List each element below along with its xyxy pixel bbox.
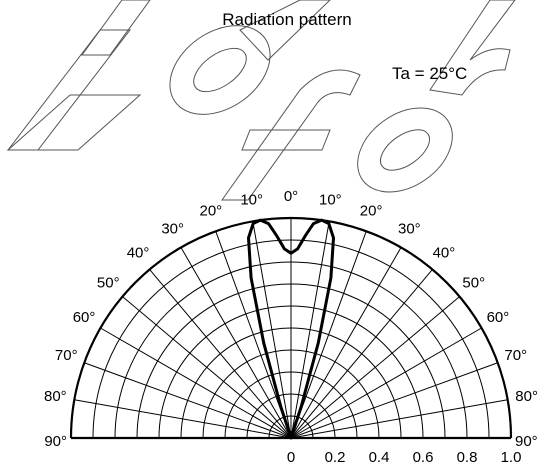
angle-tick-labels: 90° 80° 70° 60° 50° 40° 30° 20° 10° 0° 10° 20° 30° 40… bbox=[44, 188, 538, 450]
grid-spoke bbox=[290, 327, 482, 439]
watermark-letter-n bbox=[6, 94, 142, 151]
angle-tick-label: 30° bbox=[161, 220, 184, 237]
watermark-letter-o bbox=[169, 25, 271, 115]
angle-tick-label: 60° bbox=[73, 309, 96, 326]
angle-tick-label: 70° bbox=[504, 347, 527, 364]
grid-spoke bbox=[74, 399, 292, 439]
grid-spoke bbox=[180, 247, 292, 439]
radial-tick-label: 0 bbox=[287, 449, 295, 466]
angle-tick-label: 80° bbox=[515, 388, 538, 405]
angle-tick-label: 70° bbox=[55, 347, 78, 364]
grid-spoke bbox=[252, 221, 292, 439]
watermark-letter-t bbox=[239, 0, 331, 61]
angle-tick-label: 20° bbox=[200, 203, 223, 220]
grid-spoke bbox=[84, 362, 292, 439]
angle-tick-label: 40° bbox=[127, 245, 150, 262]
radial-tick-label: 0.4 bbox=[369, 449, 390, 466]
radial-tick-label: 0.2 bbox=[325, 449, 346, 466]
angle-tick-label: 30° bbox=[398, 220, 421, 237]
grid-spoke bbox=[100, 327, 292, 439]
radial-tick-label: 1.0 bbox=[501, 449, 522, 466]
angle-tick-label: 50° bbox=[97, 274, 120, 291]
grid-spoke bbox=[290, 247, 402, 439]
angle-tick-label: 10° bbox=[319, 192, 342, 209]
angle-tick-label: 90° bbox=[515, 433, 538, 450]
temperature-annotation: Ta = 25°C bbox=[392, 64, 467, 83]
angle-tick-label: 10° bbox=[240, 192, 263, 209]
grid-spoke bbox=[290, 362, 498, 439]
angle-tick-label: 40° bbox=[433, 245, 456, 262]
angle-tick-label: 0° bbox=[284, 188, 298, 205]
watermark-letter-r bbox=[429, 0, 516, 96]
grid-spoke bbox=[290, 296, 460, 439]
radial-tick-label: 0.6 bbox=[413, 449, 434, 466]
radial-tick-label: 0.8 bbox=[457, 449, 478, 466]
series-group bbox=[247, 218, 335, 440]
grid-spoke bbox=[122, 296, 292, 439]
polar-grid bbox=[69, 216, 513, 440]
grid-spoke bbox=[290, 221, 330, 439]
angle-tick-label: 60° bbox=[487, 309, 510, 326]
angle-tick-label: 90° bbox=[44, 433, 67, 450]
chart-title: Radiation pattern bbox=[222, 10, 351, 29]
angle-tick-label: 80° bbox=[44, 388, 67, 405]
angle-tick-label: 50° bbox=[462, 274, 485, 291]
grid-spoke bbox=[290, 399, 508, 439]
angle-tick-label: 20° bbox=[360, 203, 383, 220]
watermark-letter-f bbox=[221, 69, 361, 201]
radial-tick-labels: 0 0.2 0.4 0.6 0.8 1.0 bbox=[287, 449, 522, 466]
series-line-0 bbox=[247, 218, 335, 440]
watermark-letter-o2 bbox=[357, 107, 453, 193]
grid-spoke bbox=[290, 269, 433, 439]
watermark bbox=[6, 0, 516, 201]
grid-spoke bbox=[149, 269, 292, 439]
